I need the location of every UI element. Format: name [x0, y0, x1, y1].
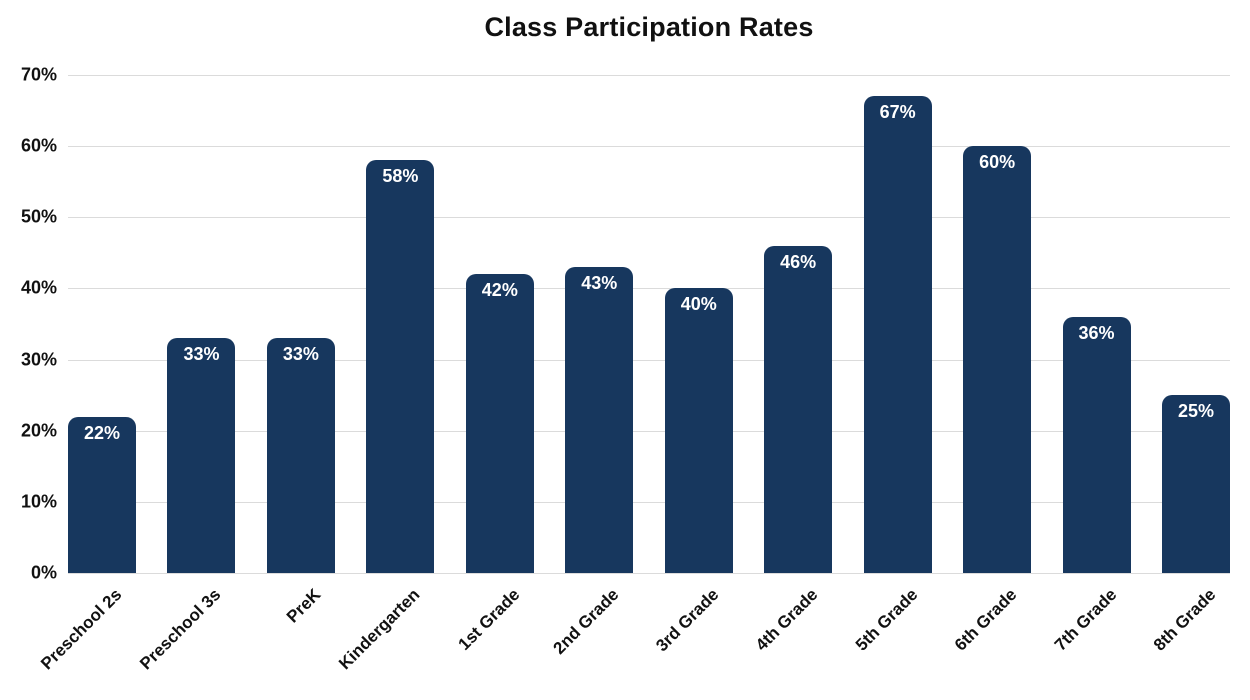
- bar: 43%: [565, 267, 634, 573]
- bar: 42%: [465, 274, 534, 573]
- gridline: [68, 430, 1230, 432]
- bar: 33%: [266, 338, 335, 573]
- bar-value-label: 60%: [979, 152, 1016, 173]
- bar-value-label: 33%: [183, 344, 220, 365]
- gridline: [68, 217, 1230, 219]
- y-tick-label: 30%: [20, 349, 57, 370]
- bar-slot: 43% 2nd Grade: [550, 75, 634, 658]
- bars: 22% Preschool 2s 33% Preschool 3s 33% PreK 58%…: [37, 75, 1230, 673]
- x-axis-label: Preschool 2s: [37, 585, 126, 674]
- bar-slot: 40% 3rd Grade: [652, 75, 733, 655]
- bar: 67%: [863, 96, 932, 573]
- y-tick-label: 20%: [20, 420, 57, 441]
- bar-slot: 58% Kindergarten: [336, 75, 435, 673]
- plot-area: 0% 10% 20% 30% 40% 50% 60% 70% 22% Preschool 2s 3…: [21, 65, 1230, 673]
- bar: 58%: [366, 160, 435, 573]
- bar-value-label: 33%: [282, 344, 319, 365]
- y-tick-label: 60%: [20, 135, 57, 156]
- bar-value-label: 46%: [780, 251, 817, 272]
- bar-value-label: 43%: [581, 273, 618, 294]
- bar-value-label: 67%: [879, 102, 916, 123]
- bar: 60%: [963, 146, 1032, 573]
- bar-slot: 36% 7th Grade: [1050, 75, 1131, 655]
- gridline: [68, 75, 1230, 76]
- bar-value-label: 25%: [1177, 401, 1214, 422]
- bar: 40%: [664, 288, 733, 573]
- bar: 25%: [1161, 395, 1230, 573]
- y-tick-label: 70%: [20, 64, 57, 85]
- y-tick-label: 10%: [20, 491, 57, 512]
- gridline: [68, 573, 1230, 574]
- bar-slot: 33% PreK: [266, 75, 335, 626]
- gridline: [68, 501, 1230, 503]
- bar-slot: 46% 4th Grade: [752, 75, 833, 655]
- y-tick-label: 0%: [30, 562, 57, 583]
- bar-value-label: 22%: [83, 422, 121, 443]
- bar-slot: 60% 6th Grade: [951, 75, 1032, 655]
- chart-title: Class Participation Rates: [484, 12, 814, 42]
- gridline: [68, 359, 1230, 361]
- bar-slot: 22% Preschool 2s: [37, 75, 136, 673]
- bar-value-label: 58%: [382, 166, 419, 187]
- bar-slot: 25% 8th Grade: [1150, 75, 1230, 655]
- bar-slot: 67% 5th Grade: [852, 75, 932, 655]
- bar-value-label: 36%: [1078, 322, 1115, 343]
- bar: 22%: [68, 416, 136, 573]
- bar-slot: 33% Preschool 3s: [137, 75, 236, 673]
- bar-value-label: 40%: [680, 294, 717, 315]
- bar: 46%: [764, 245, 833, 573]
- bar-value-label: 42%: [481, 280, 518, 301]
- bar: 36%: [1062, 316, 1131, 573]
- bar-slot: 42% 1st Grade: [454, 75, 534, 654]
- gridline: [68, 146, 1230, 148]
- y-tick-label: 50%: [20, 206, 57, 227]
- bar: 33%: [167, 338, 236, 573]
- y-tick-label: 40%: [20, 277, 57, 298]
- gridline: [68, 288, 1230, 290]
